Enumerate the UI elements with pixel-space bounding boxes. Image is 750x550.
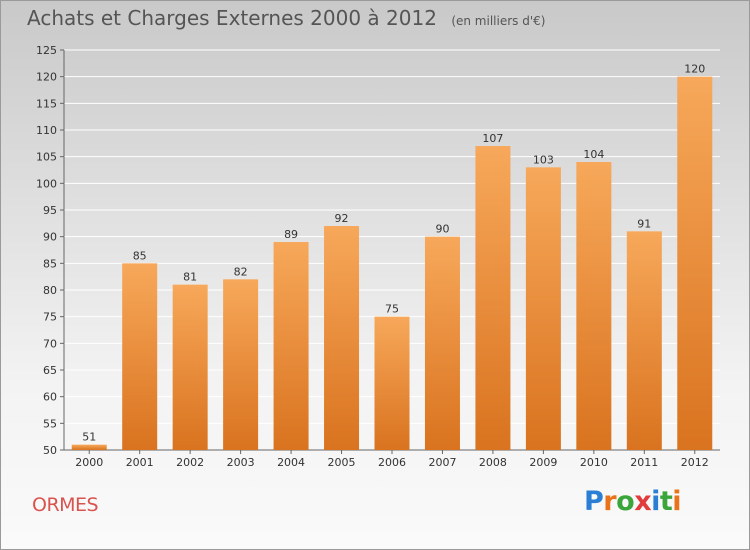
value-label: 104 [583,148,604,161]
bar-2007 [424,236,460,450]
y-tick-label: 80 [43,284,57,297]
y-tick-label: 85 [43,257,57,270]
bar-2000 [71,444,107,450]
value-label: 90 [435,223,449,236]
value-label: 120 [684,63,705,76]
commune-name: ORMES [32,494,99,516]
bar-2011 [626,231,662,450]
bar-2004 [273,242,309,450]
x-tick-label: 2006 [378,456,406,469]
x-tick-label: 2009 [529,456,557,469]
y-tick-label: 90 [43,231,57,244]
y-tick-label: 110 [36,124,57,137]
y-tick-label: 120 [36,71,57,84]
brand-letter: r [603,486,617,517]
chart-title-text: Achats et Charges Externes 2000 à 2012 [27,6,437,30]
y-tick-label: 115 [36,97,57,110]
bar-2009 [525,167,561,451]
y-tick-label: 75 [43,311,57,324]
x-tick-label: 2010 [580,456,608,469]
value-label: 51 [82,431,96,444]
y-tick-label: 70 [43,337,57,350]
bar-2002 [172,284,208,450]
brand-letter: P [584,486,604,517]
value-label: 82 [234,265,248,278]
y-tick-label: 65 [43,364,57,377]
y-tick-label: 60 [43,391,57,404]
value-label: 103 [533,153,554,166]
bar-2010 [576,162,612,450]
y-tick-label: 55 [43,417,57,430]
bar-2006 [374,316,410,450]
brand-letter: x [634,486,652,517]
x-tick-label: 2000 [75,456,103,469]
y-tick-label: 125 [36,44,57,57]
y-tick-label: 50 [43,444,57,457]
value-label: 107 [482,132,503,145]
x-tick-label: 2004 [277,456,305,469]
bar-2005 [324,226,360,450]
x-tick-label: 2002 [176,456,204,469]
y-tick-label: 100 [36,177,57,190]
value-label: 89 [284,228,298,241]
bar-2001 [122,263,158,450]
bar-2003 [223,279,259,450]
bar-2008 [475,146,511,450]
y-tick-label: 105 [36,151,57,164]
value-label: 85 [133,249,147,262]
x-tick-label: 2005 [328,456,356,469]
value-label: 91 [637,217,651,230]
x-tick-label: 2012 [681,456,709,469]
y-tick-label: 95 [43,204,57,217]
proxiti-logo: Proxiti [584,486,682,517]
brand-letter: t [659,486,673,517]
x-tick-label: 2007 [428,456,456,469]
brand-letter: o [616,486,635,517]
chart-unit: (en milliers d'€) [451,14,546,28]
x-tick-label: 2003 [227,456,255,469]
bar-2012 [677,76,713,451]
value-label: 81 [183,271,197,284]
brand-letter: i [651,486,660,517]
x-tick-label: 2001 [126,456,154,469]
x-tick-label: 2008 [479,456,507,469]
value-label: 75 [385,303,399,316]
x-tick-label: 2011 [630,456,658,469]
value-label: 92 [335,212,349,225]
chart-title: Achats et Charges Externes 2000 à 2012 (… [27,6,545,30]
brand-letter: i [672,486,682,517]
